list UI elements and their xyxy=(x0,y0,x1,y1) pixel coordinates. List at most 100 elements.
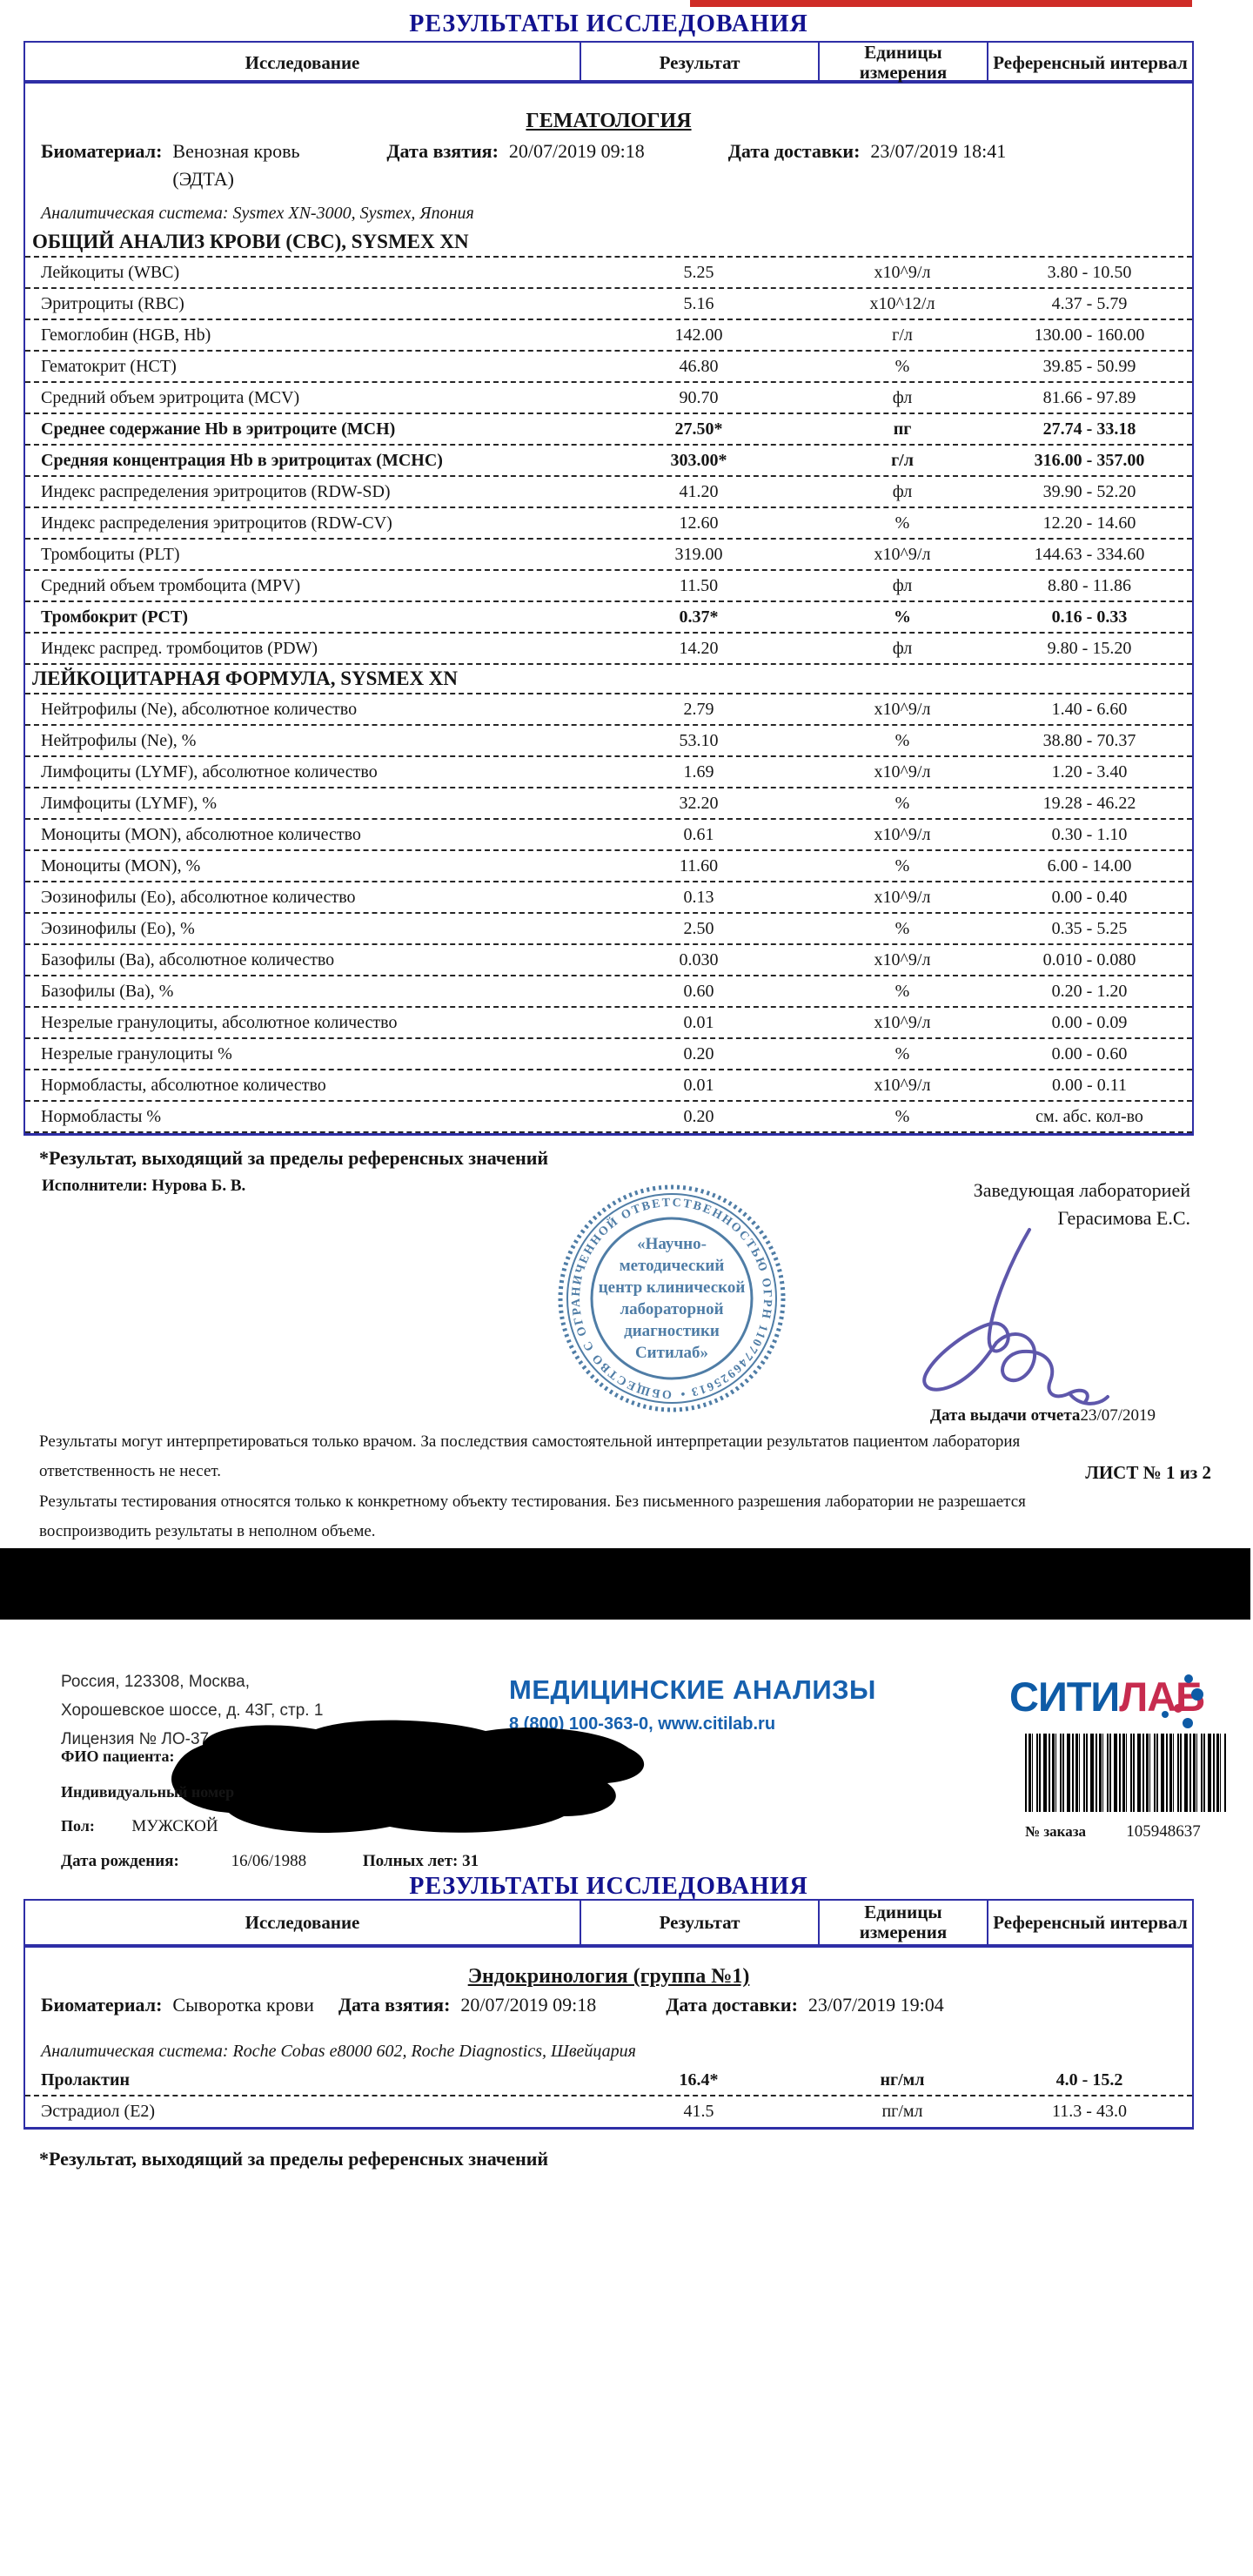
row-reference: 6.00 - 14.00 xyxy=(1047,855,1132,875)
row-result: 1.69 xyxy=(683,761,714,782)
results-table-endocrinology: Исследование Результат Единицы измерения… xyxy=(23,1899,1194,2130)
biomaterial-value: Венозная кровь (ЭДТА) xyxy=(172,140,300,190)
row-units: % xyxy=(895,513,910,533)
logo-part-blue: СИТИ xyxy=(1009,1674,1120,1720)
patient-id-field: Индивидуальный номер xyxy=(61,1783,234,1801)
row-units: x10^9/л xyxy=(874,824,931,844)
row-reference: 8.80 - 11.86 xyxy=(1048,575,1131,595)
table-body: ГЕМАТОЛОГИЯ Биоматериал: Венозная кровь … xyxy=(23,84,1194,1136)
row-result: 41.5 xyxy=(683,2102,714,2121)
table-row: Нейтрофилы (Ne), % 53.10% 38.80 - 70.37 xyxy=(25,726,1192,757)
date-delivered-label: Дата доставки: xyxy=(666,1994,798,2016)
table-row: Моноциты (MON), абсолютное количество 0.6… xyxy=(25,820,1192,851)
row-units: x10^9/л xyxy=(874,699,931,719)
panel-section-header: ЛЕЙКОЦИТАРНАЯ ФОРМУЛА, SYSMEX XN xyxy=(25,665,1192,694)
row-reference: 11.3 - 43.0 xyxy=(1052,2102,1127,2121)
date-delivered-value: 23/07/2019 19:04 xyxy=(807,1994,944,2016)
row-name: Эстрадиол (E2) xyxy=(41,2102,156,2121)
stamp-center-line: методический xyxy=(619,1257,725,1275)
column-header-units: Единицы измерения xyxy=(818,1901,987,1944)
row-result: 142.00 xyxy=(674,325,723,345)
row-reference: 0.16 - 0.33 xyxy=(1051,607,1128,627)
address-line: Россия, 123308, Москва, xyxy=(61,1673,250,1691)
row-reference: 1.40 - 6.60 xyxy=(1051,699,1128,719)
date-taken-value: 20/07/2019 09:18 xyxy=(508,140,645,162)
row-name: Средняя концентрация Hb в эритроцитах (M… xyxy=(41,450,443,470)
brand-contacts: 8 (800) 100-363-0, www.citilab.ru xyxy=(509,1714,776,1734)
stamp-center-line: центр клинической xyxy=(598,1278,746,1297)
row-name: Лимфоциты (LYMF), % xyxy=(41,793,218,813)
disclaimer-line: Результаты могут интерпретироваться толь… xyxy=(39,1432,1021,1480)
row-result: 12.60 xyxy=(679,513,719,533)
report-issue-date: Дата выдачи отчета23/07/2019 xyxy=(930,1406,1156,1426)
column-header-result: Результат xyxy=(580,1901,818,1944)
row-name: Гемоглобин (HGB, Hb) xyxy=(41,325,211,345)
row-result: 5.25 xyxy=(683,262,714,282)
signature xyxy=(892,1223,1114,1414)
table-row: Нормобласты % 0.20% см. абс. кол-во xyxy=(25,1102,1192,1133)
row-reference: 0.00 - 0.60 xyxy=(1051,1043,1128,1063)
row-name: Средний объем эритроцита (MCV) xyxy=(41,387,300,407)
row-result: 0.20 xyxy=(683,1106,714,1126)
lab-head-block: Заведующая лабораторией Герасимова Е.С. xyxy=(974,1177,1190,1232)
biomaterial-label: Биоматериал: xyxy=(41,140,163,162)
row-name: Эритроциты (RBC) xyxy=(41,293,184,313)
sex-value: МУЖСКОЙ xyxy=(131,1817,218,1835)
table-body: Эндокринология (группа №1) Биоматериал: … xyxy=(23,1948,1194,2130)
table-row: Эозинофилы (Eo), % 2.50% 0.35 - 5.25 xyxy=(25,914,1192,945)
row-units: x10^9/л xyxy=(874,949,931,969)
row-reference: 0.00 - 0.09 xyxy=(1051,1012,1128,1032)
row-result: 46.80 xyxy=(679,356,719,376)
patient-name-field: ФИО пациента: xyxy=(61,1748,175,1766)
row-reference: 144.63 - 334.60 xyxy=(1034,544,1145,564)
table-row: Тромбокрит (PCT) 0.37*% 0.16 - 0.33 xyxy=(25,602,1192,634)
row-units: фл xyxy=(892,638,913,658)
row-units: % xyxy=(895,1106,910,1126)
row-name: Индекс распред. тромбоцитов (PDW) xyxy=(41,638,318,658)
patient-name-label: ФИО пациента: xyxy=(61,1748,175,1765)
stamp-center-line: «Научно- xyxy=(637,1235,707,1253)
table-row: Эозинофилы (Eo), абсолютное количество 0.… xyxy=(25,882,1192,914)
row-name: Индекс распределения эритроцитов (RDW-SD… xyxy=(41,481,391,501)
table-row: Лейкоциты (WBC) 5.25 x10^9/л 3.80 - 10.50 xyxy=(25,258,1192,289)
column-header-reference: Референсный интервал xyxy=(987,43,1192,83)
row-name: Тромбокрит (PCT) xyxy=(41,607,188,627)
patient-birth-field: Дата рождения: 16/06/1988 Полных лет: 31 xyxy=(61,1852,479,1871)
row-units: нг/мл xyxy=(880,2070,925,2090)
row-reference: 9.80 - 15.20 xyxy=(1047,638,1132,658)
row-result: 90.70 xyxy=(679,387,719,407)
patient-id-label: Индивидуальный номер xyxy=(61,1783,235,1801)
row-result: 0.01 xyxy=(683,1075,714,1095)
row-reference: 4.37 - 5.79 xyxy=(1051,293,1128,313)
table-row: Моноциты (MON), % 11.60% 6.00 - 14.00 xyxy=(25,851,1192,882)
row-units: x10^9/л xyxy=(874,1012,931,1032)
row-result: 16.4* xyxy=(679,2070,719,2090)
age-label: Полных лет: 31 xyxy=(362,1852,479,1870)
stamp-center-text: «Научно-методический центр клинической лаб… xyxy=(593,1233,750,1364)
analytic-system-line: Аналитическая система: Sysmex XN-3000, S… xyxy=(41,204,474,223)
row-reference: 81.66 - 97.89 xyxy=(1042,387,1136,407)
report-issue-date-value: 23/07/2019 xyxy=(1080,1406,1156,1425)
row-units: фл xyxy=(892,387,913,407)
patient-sex-field: Пол: МУЖСКОЙ xyxy=(61,1817,218,1836)
row-reference: 3.80 - 10.50 xyxy=(1047,262,1132,282)
row-name: Нормобласты % xyxy=(41,1106,162,1126)
table-row: Гемоглобин (HGB, Hb) 142.00 г/л 130.00 - 16… xyxy=(25,320,1192,352)
stamp-center-line: Ситилаб» xyxy=(634,1344,709,1362)
row-name: Гематокрит (HCT) xyxy=(41,356,177,376)
row-reference: 4.0 - 15.2 xyxy=(1055,2070,1123,2090)
date-delivered-label: Дата доставки: xyxy=(727,140,861,162)
date-taken-label: Дата взятия: xyxy=(386,140,499,162)
row-units: x10^9/л xyxy=(874,544,931,564)
row-units: фл xyxy=(892,481,913,501)
table-row: Лимфоциты (LYMF), % 32.20% 19.28 - 46.22 xyxy=(25,788,1192,820)
row-name: Лейкоциты (WBC) xyxy=(41,262,180,282)
table-row: Гематокрит (HCT) 46.80% 39.85 - 50.99 xyxy=(25,352,1192,383)
column-header-study: Исследование xyxy=(245,1911,360,1933)
table-row: Тромбоциты (PLT) 319.00 x10^9/л 144.63 - 33… xyxy=(25,540,1192,571)
row-units: x10^9/л xyxy=(874,262,931,282)
row-name: Пролактин xyxy=(41,2070,131,2090)
table-row: Средний объем эритроцита (MCV) 90.70 фл 81.… xyxy=(25,383,1192,414)
biomaterial-line: Биоматериал: Венозная кровь (ЭДТА) Дата … xyxy=(25,138,1192,193)
